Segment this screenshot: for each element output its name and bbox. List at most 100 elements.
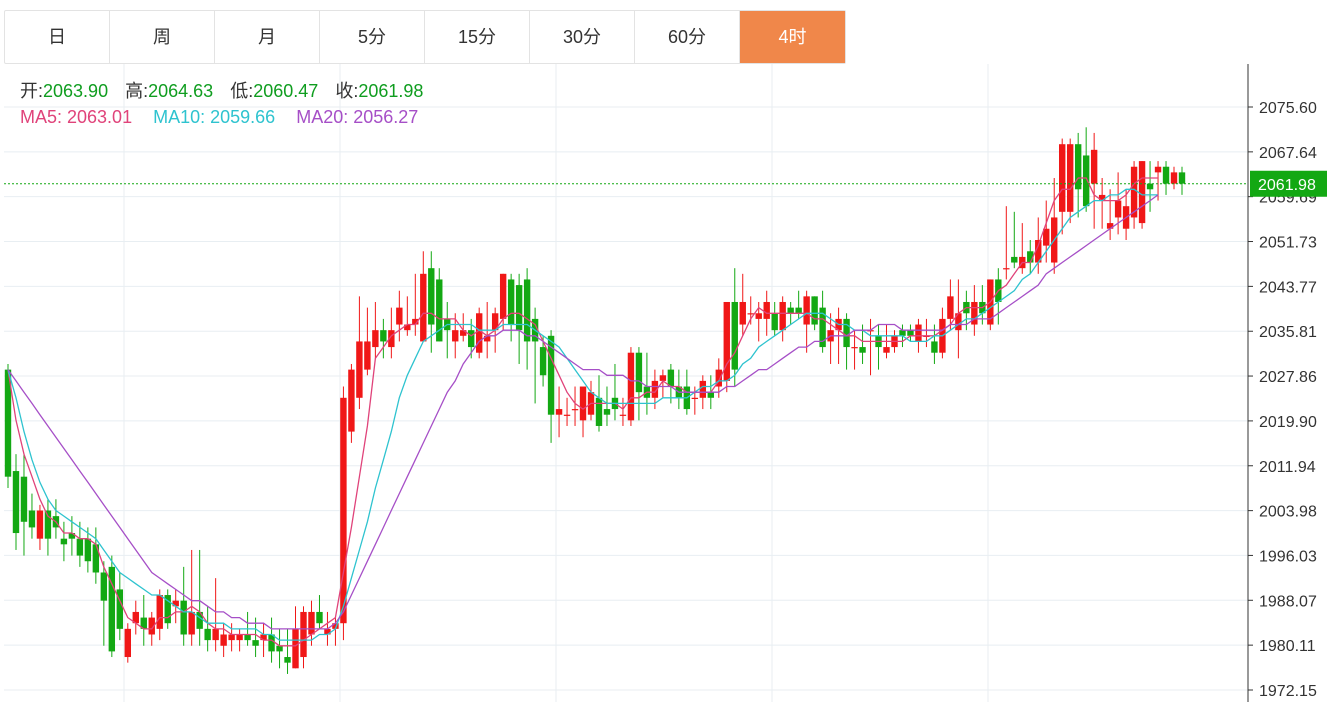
- tab-day[interactable]: 日: [5, 11, 110, 63]
- ma20-value: MA20: 2056.27: [296, 107, 419, 127]
- candle-body: [1003, 268, 1010, 270]
- candle-body: [691, 397, 699, 399]
- candle-body: [396, 307, 403, 325]
- candle-body: [1154, 166, 1162, 173]
- candle-body: [1074, 144, 1082, 190]
- candle-body: [555, 409, 563, 415]
- candle-body: [196, 611, 203, 629]
- candle-body: [244, 634, 251, 641]
- open-value: 2063.90: [43, 81, 109, 101]
- candle-body: [803, 296, 810, 325]
- candle-body: [132, 611, 139, 624]
- candle-body: [667, 369, 675, 387]
- ma10-value: MA10: 2059.66: [153, 107, 276, 127]
- tab-30min[interactable]: 30分: [530, 11, 635, 63]
- tab-month[interactable]: 月: [215, 11, 320, 63]
- candle-body: [931, 341, 938, 353]
- candle-body: [491, 313, 499, 331]
- candle-body: [659, 375, 667, 381]
- ma5-line: [7, 177, 1158, 647]
- candle-body: [276, 645, 283, 652]
- candle-body: [292, 628, 299, 669]
- candle-body: [1011, 256, 1018, 263]
- candle-body: [1170, 172, 1178, 184]
- candle-body: [36, 510, 44, 539]
- candle-body: [819, 307, 826, 348]
- candle-body: [404, 324, 411, 331]
- candle-body: [172, 600, 179, 607]
- candle-body: [515, 285, 523, 331]
- candle-body: [188, 611, 195, 635]
- candle-body: [851, 347, 858, 349]
- candle-body: [507, 279, 515, 325]
- candle-body: [324, 628, 331, 635]
- candle-body: [795, 307, 802, 314]
- candle-body: [1178, 172, 1186, 184]
- candle-body: [356, 341, 363, 398]
- candle-body: [156, 595, 163, 629]
- y-tick-label: 1988.07: [1259, 593, 1317, 610]
- candle-body: [164, 595, 171, 624]
- y-tick-label: 2011.94: [1259, 459, 1316, 476]
- candle-body: [308, 611, 315, 635]
- candlestick-chart[interactable]: 2075.602067.642059.692051.732043.772035.…: [0, 64, 1329, 702]
- candle-body: [971, 301, 978, 325]
- candle-body: [539, 347, 547, 376]
- y-tick-label: 2075.60: [1259, 100, 1317, 117]
- candle-body: [420, 273, 427, 342]
- candle-body: [1098, 194, 1106, 201]
- candle-body: [619, 414, 627, 416]
- tab-60min[interactable]: 60分: [635, 11, 740, 63]
- candle-body: [523, 279, 531, 342]
- candle-body: [4, 369, 12, 477]
- low-value: 2060.47: [253, 81, 319, 101]
- ma20-line: [7, 194, 1159, 630]
- candle-body: [236, 634, 243, 641]
- tab-15min[interactable]: 15分: [425, 11, 530, 63]
- candle-body: [1043, 228, 1050, 246]
- candle-body: [332, 623, 339, 629]
- candle-body: [1114, 200, 1122, 218]
- period-tabs: 日 周 月 5分 15分 30分 60分 4时: [4, 10, 846, 64]
- candle-body: [12, 471, 20, 534]
- candle-body: [228, 634, 235, 641]
- tab-4hour[interactable]: 4时: [740, 11, 845, 63]
- high-label: 高:: [125, 81, 149, 101]
- candle-body: [707, 392, 715, 398]
- candle-body: [483, 335, 491, 342]
- candle-body: [1059, 144, 1066, 212]
- candle-body: [1082, 155, 1090, 207]
- candle-body: [627, 352, 635, 421]
- current-price-label: 2061.98: [1258, 177, 1316, 194]
- candle-body: [44, 510, 52, 539]
- y-tick-label: 1972.15: [1259, 683, 1317, 700]
- candle-body: [340, 397, 347, 624]
- candle-body: [595, 397, 603, 426]
- candle-body: [579, 386, 587, 421]
- candle-body: [1090, 149, 1098, 184]
- candle-body: [76, 538, 84, 556]
- candle-body: [84, 538, 92, 562]
- ma10-line: [7, 188, 1158, 641]
- tab-5min[interactable]: 5分: [320, 11, 425, 63]
- candle-body: [316, 611, 323, 624]
- candle-body: [460, 330, 467, 336]
- candle-body: [499, 273, 507, 319]
- candle-body: [571, 409, 579, 411]
- close-label: 收:: [335, 81, 359, 101]
- candle-body: [1066, 144, 1074, 212]
- candle-body: [715, 369, 722, 387]
- tab-week[interactable]: 周: [110, 11, 215, 63]
- y-tick-label: 2043.77: [1259, 279, 1317, 296]
- candle-body: [755, 313, 762, 319]
- y-tick-label: 2035.81: [1259, 324, 1317, 341]
- candle-body: [1106, 223, 1114, 229]
- candle-body: [220, 634, 227, 646]
- close-value: 2061.98: [358, 81, 424, 101]
- candle-body: [364, 341, 371, 370]
- candle-body: [436, 279, 443, 342]
- candle-body: [92, 544, 100, 573]
- candle-body: [811, 296, 818, 325]
- candle-body: [787, 307, 794, 314]
- candle-body: [475, 313, 483, 353]
